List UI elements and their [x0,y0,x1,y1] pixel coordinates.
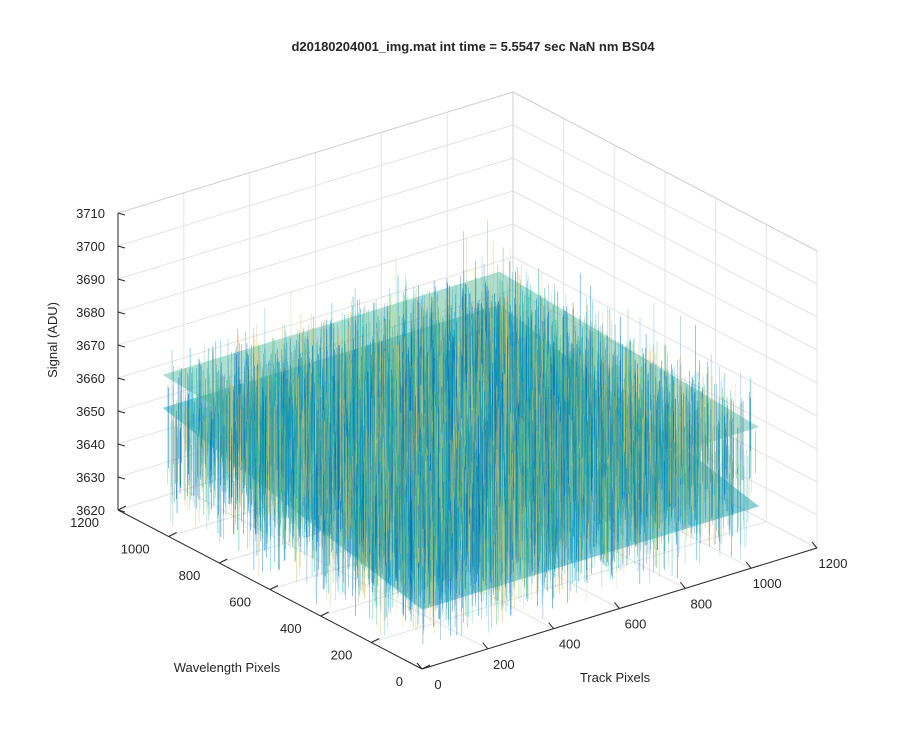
gridline [117,256,514,379]
gridline [512,256,818,417]
gridline [512,157,818,318]
gridline [512,223,818,384]
gridline [512,190,818,351]
gridline [117,190,514,313]
box-edge [512,91,818,252]
box-edge [117,91,514,214]
gridline [117,124,514,247]
gridline [512,124,818,285]
gridline [117,223,514,346]
gridline [117,157,514,280]
surface-plot [162,220,760,645]
